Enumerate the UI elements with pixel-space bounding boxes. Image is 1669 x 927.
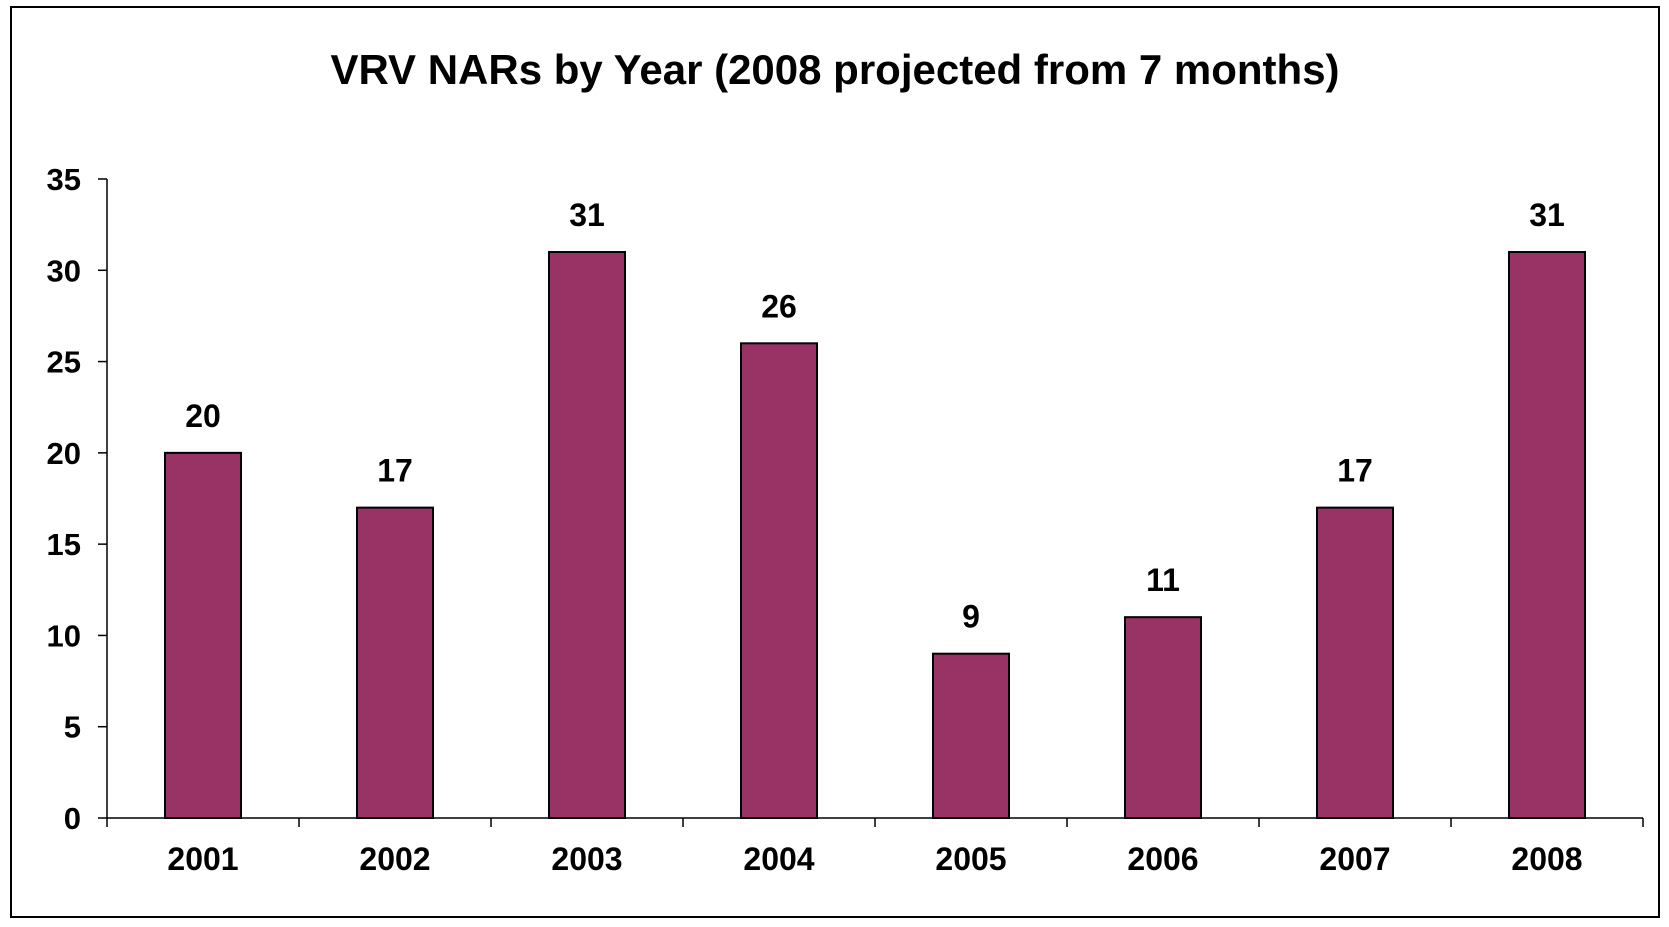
chart-frame: VRV NARs by Year (2008 projected from 7 … xyxy=(10,6,1660,918)
y-tick-label: 5 xyxy=(64,710,81,745)
data-label-2007: 17 xyxy=(1337,453,1373,489)
y-tick-label: 35 xyxy=(47,162,81,197)
category-label-2006: 2006 xyxy=(1127,841,1198,877)
bar-2008 xyxy=(1508,251,1586,819)
category-label-2005: 2005 xyxy=(935,841,1006,877)
bar-2003 xyxy=(548,251,626,819)
bar-2006 xyxy=(1124,616,1202,820)
data-label-2008: 31 xyxy=(1529,197,1565,233)
y-tick-label: 30 xyxy=(47,253,81,288)
bars xyxy=(164,251,1586,820)
bar-2007 xyxy=(1316,506,1394,819)
labels: 0 5 10 15 20 25 30 35 20 2001 17 2002 31 2003 26 2004 9 2… xyxy=(47,162,1583,877)
data-label-2005: 9 xyxy=(962,599,980,635)
bar-2001 xyxy=(164,451,242,819)
y-tick-label: 0 xyxy=(64,801,81,836)
bar-2005 xyxy=(932,652,1010,820)
category-label-2007: 2007 xyxy=(1319,841,1390,877)
axes xyxy=(98,178,1644,827)
data-label-2004: 26 xyxy=(761,288,797,324)
category-label-2008: 2008 xyxy=(1511,841,1582,877)
category-label-2003: 2003 xyxy=(551,841,622,877)
bar-2004 xyxy=(740,342,818,819)
category-label-2002: 2002 xyxy=(359,841,430,877)
data-label-2006: 11 xyxy=(1146,562,1180,598)
chart-title: VRV NARs by Year (2008 projected from 7 … xyxy=(330,46,1340,93)
y-tick-label: 20 xyxy=(47,436,81,471)
bar-2002 xyxy=(356,506,434,819)
y-tick-label: 10 xyxy=(47,618,81,653)
y-tick-label: 25 xyxy=(47,345,81,380)
category-label-2001: 2001 xyxy=(167,841,238,877)
y-tick-label: 15 xyxy=(47,527,81,562)
data-label-2002: 17 xyxy=(377,453,413,489)
data-label-2001: 20 xyxy=(185,398,221,434)
category-label-2004: 2004 xyxy=(743,841,814,877)
data-label-2003: 31 xyxy=(569,197,605,233)
